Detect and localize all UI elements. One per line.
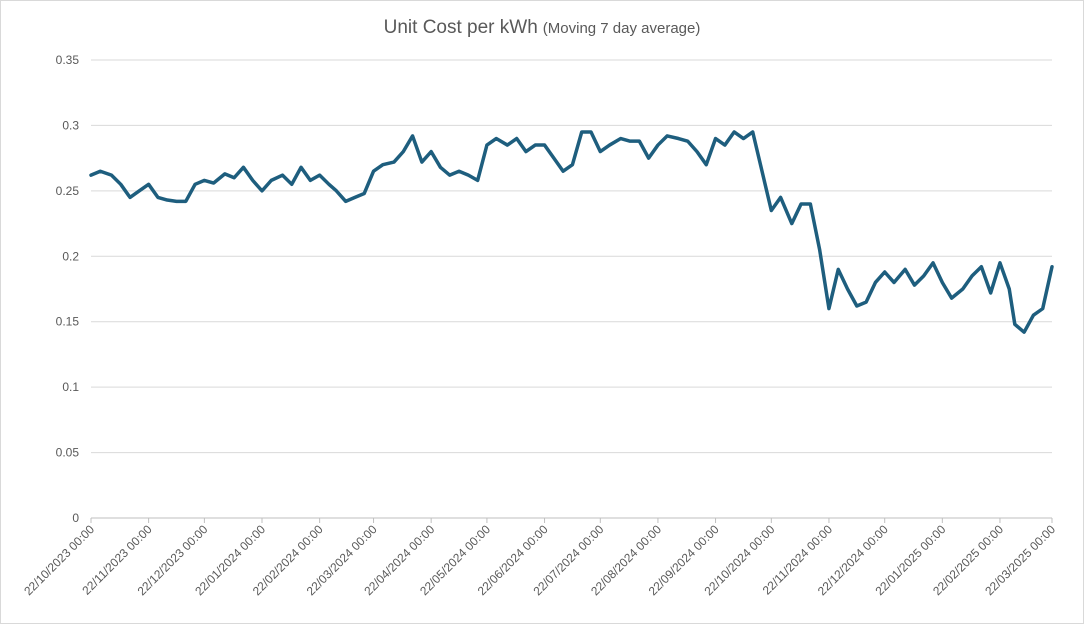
chart-subtitle: (Moving 7 day average) — [543, 20, 701, 37]
y-tick-label: 0.15 — [56, 315, 80, 329]
y-tick-label: 0.1 — [62, 380, 79, 394]
chart-heading: Unit Cost per kWh (Moving 7 day average) — [384, 17, 701, 38]
y-tick-label: 0 — [72, 511, 79, 525]
y-tick-label: 0.35 — [56, 53, 80, 67]
y-tick-label: 0.2 — [62, 249, 79, 263]
y-tick-label: 0.3 — [62, 118, 79, 132]
y-tick-label: 0.05 — [56, 446, 80, 460]
data-line — [89, 130, 1054, 334]
y-tick-label: 0.25 — [56, 184, 80, 198]
chart-title: Unit Cost per kWh — [384, 17, 538, 38]
